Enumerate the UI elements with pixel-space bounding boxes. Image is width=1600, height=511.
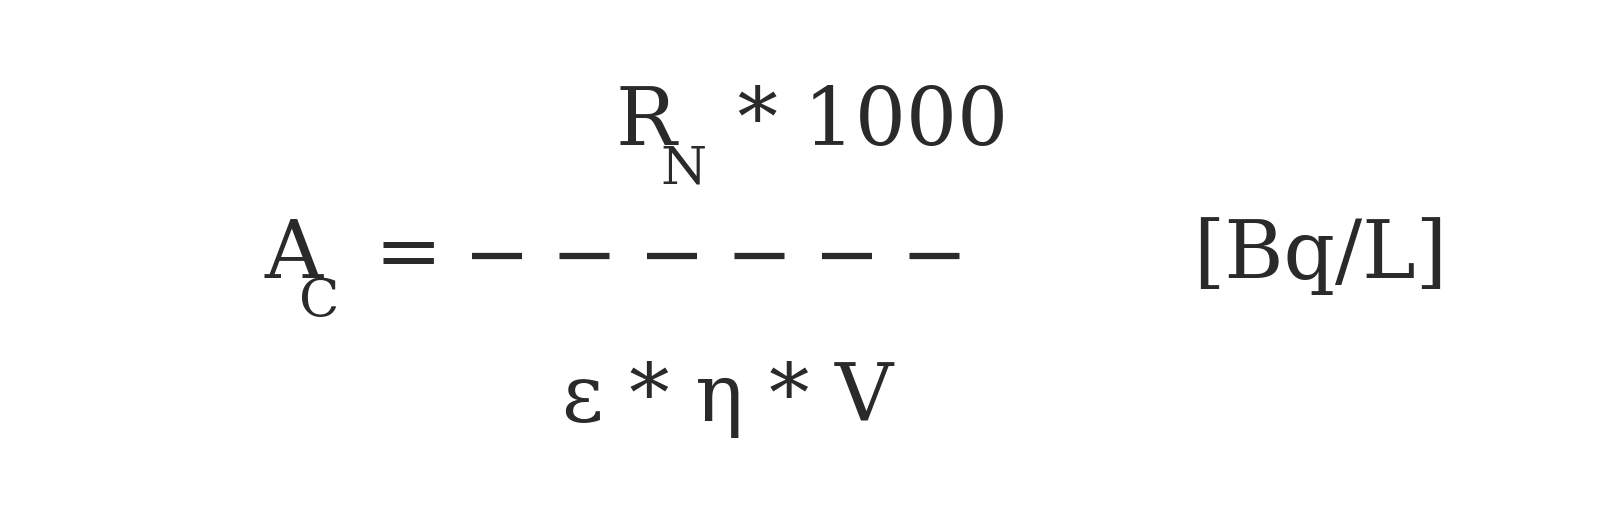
Text: =: = (374, 217, 442, 294)
Text: ε * η * V: ε * η * V (562, 360, 894, 437)
Text: [Bq/L]: [Bq/L] (1194, 217, 1446, 294)
Text: * 1000: * 1000 (712, 84, 1008, 161)
Text: A: A (264, 217, 322, 294)
Text: C: C (299, 276, 339, 327)
Text: R: R (616, 84, 677, 161)
Text: N: N (661, 143, 707, 194)
